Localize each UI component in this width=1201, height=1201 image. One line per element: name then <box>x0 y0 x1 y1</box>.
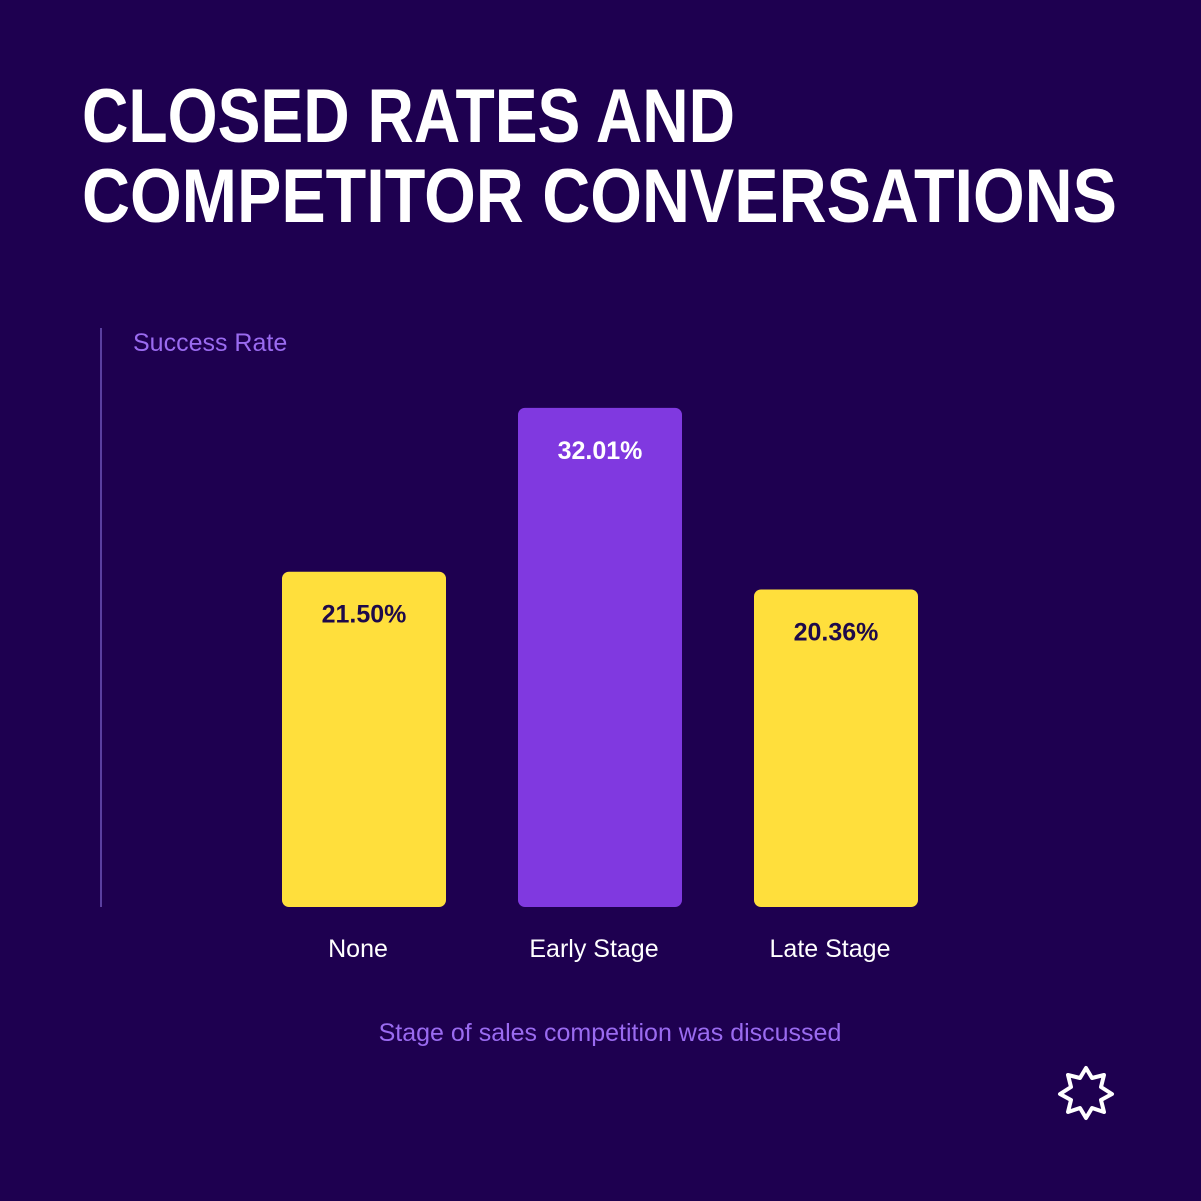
chart-title: COMPETITOR CONVERSATIONS <box>82 154 1117 239</box>
value-label: 21.50% <box>322 601 407 629</box>
bar <box>282 571 446 907</box>
logo <box>1058 1066 1114 1120</box>
x-axis-label: Stage of sales competition was discussed <box>379 1019 842 1047</box>
x-tick-label: Late Stage <box>770 935 891 963</box>
y-axis-label: Success Rate <box>133 329 287 357</box>
value-label: 32.01% <box>558 437 643 465</box>
chart-title: CLOSED RATES AND <box>82 74 735 159</box>
bar <box>754 589 918 907</box>
x-tick-label: None <box>328 935 388 963</box>
bar <box>518 407 682 907</box>
x-tick-label: Early Stage <box>529 935 658 963</box>
value-label: 20.36% <box>794 618 879 646</box>
